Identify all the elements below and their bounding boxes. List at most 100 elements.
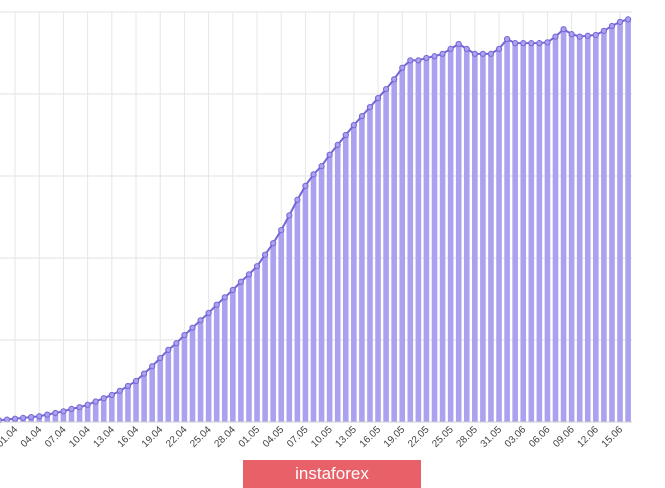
x-tick-label: 13.05 [333, 424, 359, 450]
point [334, 141, 341, 148]
x-tick-label: 09.06 [551, 424, 577, 450]
x-tick-label: 06.06 [527, 424, 553, 450]
point [44, 411, 51, 418]
bar [423, 57, 430, 423]
bar [593, 34, 599, 423]
bar [584, 35, 591, 422]
bar [609, 25, 615, 422]
bar [399, 67, 406, 422]
bar [100, 398, 107, 422]
point [116, 387, 124, 394]
bar [181, 335, 188, 422]
point [76, 404, 83, 411]
point [600, 27, 608, 34]
watermark-box [243, 460, 421, 488]
bar [480, 53, 486, 422]
bar [60, 411, 67, 422]
point [608, 22, 616, 30]
x-tick-label: 01.05 [237, 424, 263, 450]
point [92, 398, 99, 405]
bar [601, 30, 607, 423]
x-tick-label: 16.05 [358, 424, 384, 450]
bar [552, 36, 559, 422]
bar [544, 42, 551, 423]
bar [520, 43, 527, 422]
point [286, 212, 293, 219]
bar [431, 56, 438, 422]
point [399, 64, 406, 71]
bar [472, 53, 478, 422]
bar [528, 43, 535, 422]
point [68, 405, 75, 412]
bar [536, 43, 543, 422]
x-tick-label: 10.05 [309, 424, 335, 450]
point [520, 40, 527, 47]
point [358, 113, 365, 120]
x-tick-label: 22.04 [164, 424, 190, 450]
bar [415, 60, 422, 422]
bar [576, 36, 583, 422]
bar [109, 394, 115, 422]
point [253, 263, 261, 270]
point [310, 171, 317, 178]
bar [310, 174, 317, 422]
point [536, 40, 543, 47]
point [383, 85, 390, 93]
point [584, 32, 591, 39]
bar [512, 43, 518, 422]
point [36, 413, 43, 420]
bar [173, 343, 180, 422]
point [132, 377, 140, 385]
bar [205, 312, 212, 422]
point [528, 40, 535, 47]
point [391, 76, 398, 83]
point [625, 16, 632, 23]
point [592, 31, 599, 39]
bar [568, 34, 575, 422]
bar [230, 289, 236, 422]
point [326, 151, 333, 158]
bar [278, 230, 285, 422]
point [20, 414, 27, 421]
bar [246, 274, 252, 422]
point [84, 401, 91, 408]
point [366, 104, 374, 111]
point [100, 395, 107, 402]
bar [391, 79, 397, 423]
point [173, 340, 180, 347]
point [229, 286, 236, 294]
x-tick-label: 28.05 [454, 424, 480, 450]
point [181, 331, 188, 339]
bar [439, 53, 446, 422]
bar [318, 166, 325, 422]
bar [262, 254, 268, 422]
point [189, 324, 196, 331]
bar [359, 116, 365, 422]
point [124, 382, 132, 390]
x-tick-label: 07.05 [285, 424, 311, 450]
x-tick-label: 16.04 [116, 424, 142, 450]
point [213, 301, 220, 308]
bar [504, 39, 510, 423]
point [552, 33, 559, 40]
point [237, 278, 244, 285]
point [149, 363, 156, 370]
point [415, 57, 422, 64]
x-tick-label: 04.05 [261, 424, 287, 450]
bar [213, 304, 220, 422]
bar [375, 98, 381, 422]
bar [496, 48, 502, 423]
bar [238, 281, 244, 422]
point [11, 415, 19, 422]
bar [455, 43, 462, 422]
x-tick-label: 07.04 [43, 424, 69, 450]
x-tick-label: 12.06 [575, 424, 601, 450]
bar [44, 414, 51, 422]
point [487, 50, 495, 57]
bar [407, 60, 414, 422]
bar [286, 215, 293, 422]
bar [254, 266, 260, 422]
x-tick-label: 01.04 [0, 424, 20, 450]
bar [383, 89, 389, 422]
point [568, 31, 575, 38]
